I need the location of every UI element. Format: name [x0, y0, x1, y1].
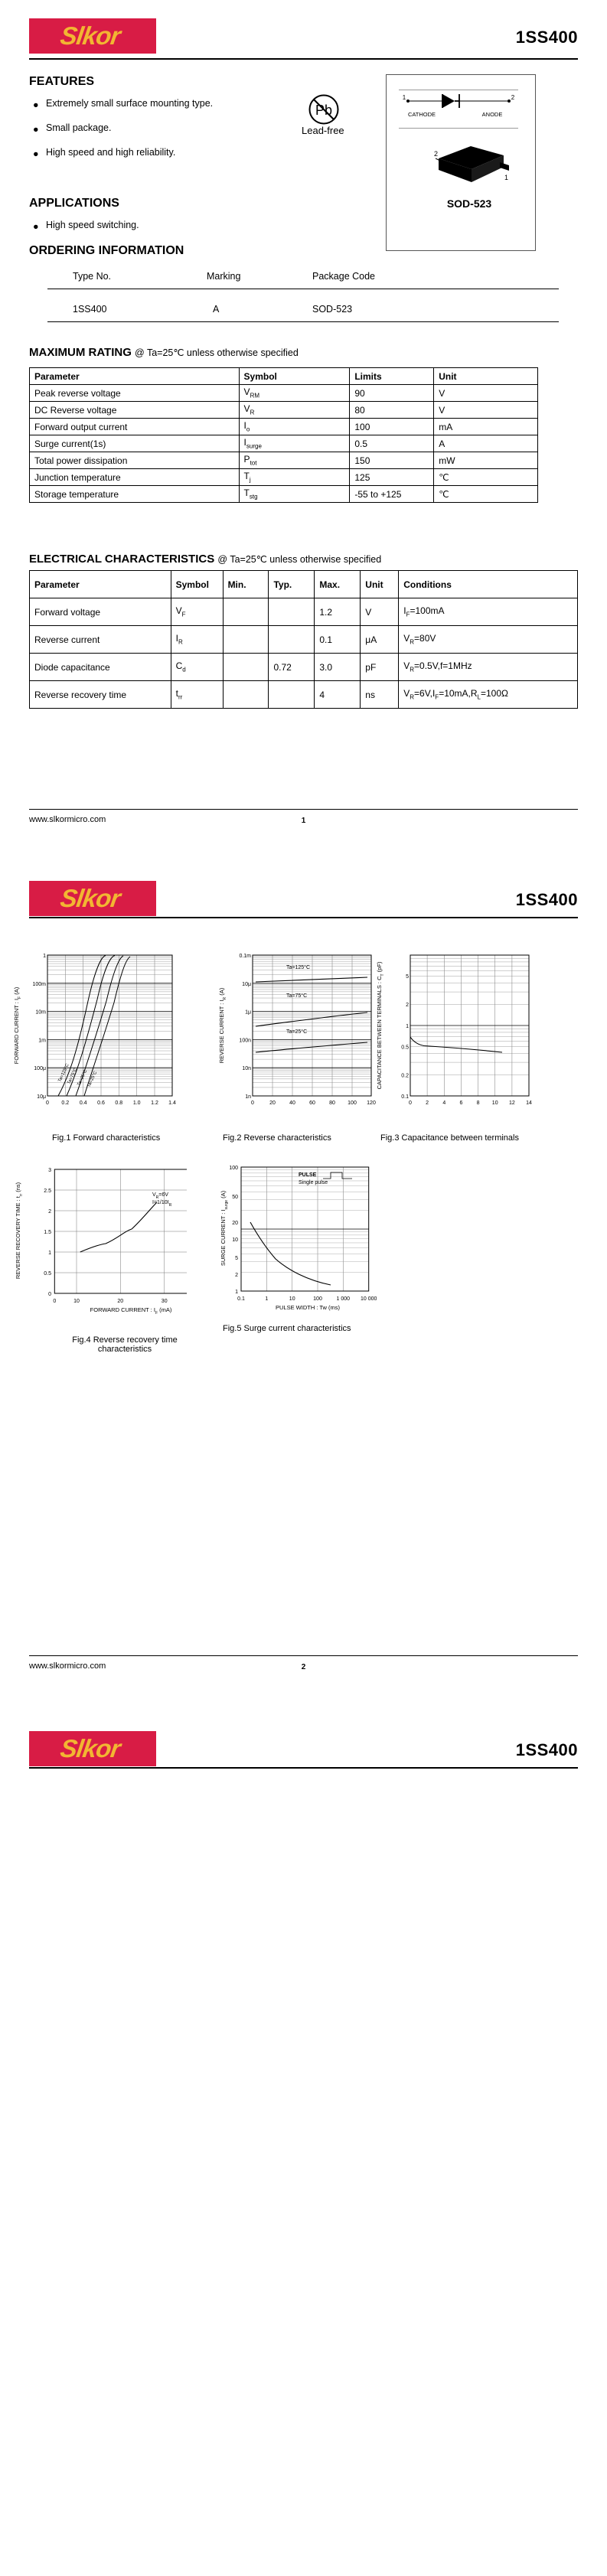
- svg-text:40: 40: [289, 1101, 295, 1106]
- svg-text:0: 0: [53, 1299, 56, 1304]
- svg-text:ANODE: ANODE: [482, 111, 503, 118]
- svg-text:0: 0: [46, 1101, 49, 1106]
- svg-text:Ta=75°C: Ta=75°C: [286, 993, 307, 999]
- svg-text:100μ: 100μ: [34, 1066, 46, 1071]
- svg-text:VR=6V: VR=6V: [152, 1192, 168, 1200]
- svg-text:1μ: 1μ: [245, 1010, 251, 1016]
- svg-text:Ta=25°C: Ta=25°C: [86, 1071, 98, 1088]
- svg-text:1: 1: [235, 1290, 238, 1295]
- svg-text:CATHODE: CATHODE: [408, 111, 436, 118]
- svg-text:FORWARD CURRENT : IF (mA): FORWARD CURRENT : IF (mA): [90, 1306, 172, 1316]
- svg-text:80: 80: [329, 1101, 335, 1106]
- svg-text:100: 100: [229, 1166, 238, 1171]
- svg-text:100m: 100m: [32, 982, 46, 987]
- svg-text:PULSE: PULSE: [299, 1172, 317, 1178]
- svg-text:2: 2: [434, 150, 438, 158]
- svg-text:10 000: 10 000: [361, 1296, 377, 1302]
- svg-text:10: 10: [492, 1101, 498, 1106]
- svg-text:1m: 1m: [38, 1038, 46, 1043]
- svg-text:30: 30: [162, 1299, 168, 1304]
- svg-text:Slkor: Slkor: [58, 22, 124, 51]
- svg-text:100: 100: [348, 1101, 357, 1106]
- svg-text:60: 60: [309, 1101, 315, 1106]
- svg-text:Ta=25°C: Ta=25°C: [286, 1029, 307, 1035]
- svg-text:100: 100: [313, 1296, 322, 1302]
- svg-text:REVERSE CURRENT : IR (A): REVERSE CURRENT : IR (A): [218, 987, 227, 1063]
- svg-text:12: 12: [509, 1101, 515, 1106]
- svg-text:10μ: 10μ: [242, 982, 251, 987]
- svg-text:1: 1: [48, 1251, 51, 1256]
- svg-text:0: 0: [409, 1101, 412, 1106]
- svg-text:0.2: 0.2: [401, 1073, 409, 1078]
- svg-text:PULSE WIDTH : Tw (ms): PULSE WIDTH : Tw (ms): [276, 1304, 341, 1311]
- svg-text:2: 2: [511, 94, 515, 101]
- svg-text:2: 2: [426, 1101, 429, 1106]
- svg-text:10: 10: [232, 1237, 238, 1243]
- svg-text:2: 2: [48, 1209, 51, 1215]
- svg-text:I=1/10IR: I=1/10IR: [152, 1200, 172, 1208]
- svg-text:20: 20: [232, 1221, 238, 1226]
- svg-text:3: 3: [48, 1168, 51, 1173]
- svg-text:4: 4: [442, 1101, 445, 1106]
- svg-text:20: 20: [117, 1299, 123, 1304]
- svg-text:8: 8: [477, 1101, 480, 1106]
- svg-text:0.4: 0.4: [80, 1101, 87, 1106]
- svg-text:10: 10: [73, 1299, 80, 1304]
- svg-text:1: 1: [265, 1296, 268, 1302]
- svg-text:1.5: 1.5: [44, 1230, 51, 1235]
- svg-text:10m: 10m: [35, 1010, 46, 1016]
- svg-text:CAPACITANCE BETWEEN TERMINAL: CAPACITANCE BETWEEN TERMINALS : CT (pF): [376, 961, 385, 1089]
- svg-text:10: 10: [289, 1296, 295, 1302]
- svg-text:5: 5: [235, 1256, 238, 1261]
- svg-text:1: 1: [43, 954, 46, 959]
- svg-text:0.6: 0.6: [97, 1101, 105, 1106]
- svg-text:10n: 10n: [242, 1066, 251, 1071]
- svg-text:5: 5: [406, 974, 409, 980]
- svg-text:50: 50: [232, 1195, 238, 1200]
- svg-text:0.1: 0.1: [401, 1094, 409, 1100]
- svg-text:REVERSE VOLTAGE : VR (V): REVERSE VOLTAGE : VR (V): [273, 1107, 350, 1108]
- svg-text:0.1m: 0.1m: [239, 954, 251, 959]
- svg-text:0.5: 0.5: [401, 1045, 409, 1051]
- svg-text:REVERSE VOLTAGE : VR (V): REVERSE VOLTAGE : VR (V): [431, 1107, 507, 1108]
- svg-text:FORWARD CURRENT : IF (A): FORWARD CURRENT : IF (A): [13, 986, 22, 1064]
- svg-text:2: 2: [406, 1003, 409, 1008]
- svg-text:Ta=125°C: Ta=125°C: [286, 964, 310, 970]
- svg-text:0: 0: [48, 1292, 51, 1297]
- svg-text:1: 1: [403, 94, 406, 101]
- svg-text:SURGE CURRENT : Isurge (A): SURGE CURRENT : Isurge (A): [220, 1190, 229, 1266]
- svg-text:2.5: 2.5: [44, 1189, 51, 1194]
- svg-text:1: 1: [406, 1024, 409, 1029]
- svg-text:0.8: 0.8: [115, 1101, 122, 1106]
- svg-text:100n: 100n: [239, 1038, 251, 1043]
- svg-text:0: 0: [251, 1101, 254, 1106]
- svg-text:1 000: 1 000: [337, 1296, 351, 1302]
- svg-text:0.5: 0.5: [44, 1271, 51, 1277]
- svg-text:20: 20: [269, 1101, 276, 1106]
- svg-text:1: 1: [504, 174, 508, 181]
- svg-text:0.1: 0.1: [237, 1296, 245, 1302]
- svg-text:1.4: 1.4: [168, 1101, 176, 1106]
- svg-text:0.2: 0.2: [61, 1101, 69, 1106]
- svg-text:Slkor: Slkor: [58, 1735, 124, 1763]
- svg-text:2: 2: [235, 1273, 238, 1278]
- svg-text:10μ: 10μ: [37, 1094, 46, 1100]
- svg-text:6: 6: [459, 1101, 462, 1106]
- svg-text:1.0: 1.0: [133, 1101, 141, 1106]
- svg-text:Ta=25°C: Ta=25°C: [77, 1069, 88, 1087]
- svg-text:14: 14: [526, 1101, 532, 1106]
- svg-text:FORWARD VOLTAGE : VF (V): FORWARD VOLTAGE : VF (V): [70, 1107, 148, 1108]
- svg-text:Single pulse: Single pulse: [299, 1180, 328, 1185]
- svg-text:1n: 1n: [245, 1094, 251, 1100]
- svg-text:1.2: 1.2: [151, 1101, 158, 1106]
- svg-text:REVERSE RECOVERY TIME : trr: REVERSE RECOVERY TIME : trr (ns): [15, 1182, 24, 1279]
